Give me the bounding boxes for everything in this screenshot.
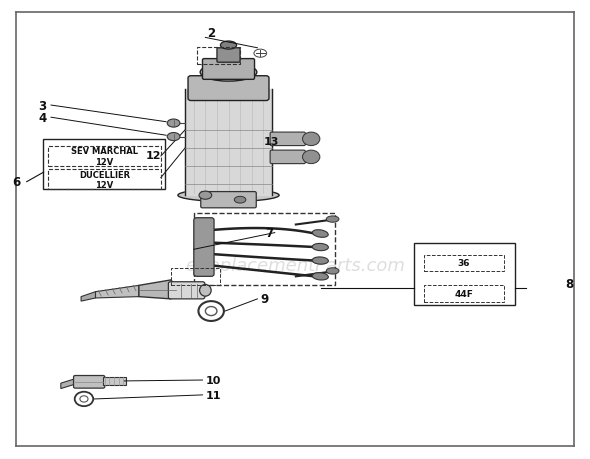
- Ellipse shape: [221, 42, 237, 50]
- Ellipse shape: [326, 268, 339, 274]
- Ellipse shape: [167, 133, 180, 141]
- FancyBboxPatch shape: [270, 133, 306, 146]
- Ellipse shape: [312, 273, 329, 280]
- Ellipse shape: [312, 257, 329, 264]
- Polygon shape: [61, 379, 76, 389]
- FancyBboxPatch shape: [217, 49, 240, 63]
- Circle shape: [303, 151, 320, 164]
- Polygon shape: [96, 285, 139, 298]
- Text: 10: 10: [205, 375, 221, 385]
- FancyBboxPatch shape: [202, 60, 254, 80]
- Circle shape: [303, 133, 320, 146]
- Ellipse shape: [312, 244, 329, 251]
- Text: DUCELLIER
12V: DUCELLIER 12V: [79, 170, 130, 190]
- Text: 9: 9: [260, 293, 268, 306]
- Ellipse shape: [199, 192, 212, 200]
- Text: 13: 13: [264, 137, 280, 147]
- Text: 2: 2: [207, 28, 215, 40]
- FancyBboxPatch shape: [201, 192, 256, 208]
- FancyBboxPatch shape: [270, 151, 306, 164]
- Text: 11: 11: [205, 390, 221, 400]
- Text: SEV MARCHAL
12V: SEV MARCHAL 12V: [71, 147, 138, 166]
- Ellipse shape: [326, 217, 339, 223]
- FancyBboxPatch shape: [103, 377, 126, 386]
- FancyBboxPatch shape: [74, 375, 105, 388]
- FancyBboxPatch shape: [168, 282, 205, 299]
- Text: 8: 8: [566, 277, 574, 290]
- Ellipse shape: [234, 197, 246, 204]
- Polygon shape: [81, 292, 96, 302]
- Ellipse shape: [199, 285, 211, 297]
- Polygon shape: [139, 280, 176, 299]
- Text: 4: 4: [38, 112, 47, 124]
- Text: eReplacementParts.com: eReplacementParts.com: [185, 257, 405, 274]
- Text: 44F: 44F: [455, 290, 474, 298]
- Ellipse shape: [312, 230, 328, 238]
- FancyBboxPatch shape: [194, 218, 214, 277]
- Ellipse shape: [200, 64, 257, 82]
- Text: 6: 6: [12, 176, 21, 189]
- Text: 7: 7: [265, 227, 273, 240]
- Text: 36: 36: [458, 259, 470, 268]
- Ellipse shape: [167, 120, 180, 128]
- Text: 12: 12: [146, 150, 161, 160]
- Text: 3: 3: [38, 99, 47, 112]
- Ellipse shape: [178, 190, 279, 202]
- FancyBboxPatch shape: [188, 77, 269, 101]
